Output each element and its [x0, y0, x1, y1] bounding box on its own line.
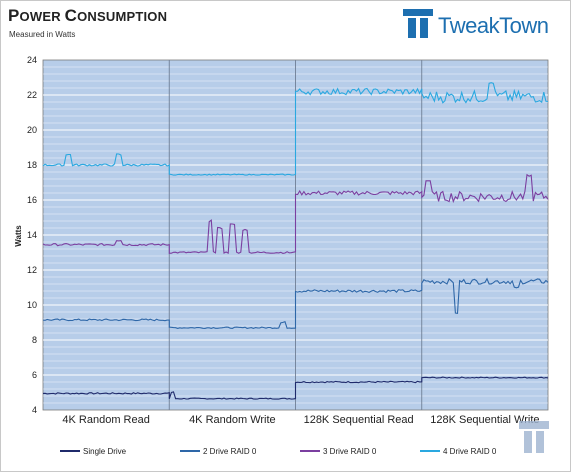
brand-name: TweakTown — [438, 13, 549, 38]
chart-title: POWER CONSUMPTION — [8, 6, 168, 25]
y-tick-label: 14 — [27, 230, 37, 240]
chart-subtitle: Measured in Watts — [9, 30, 76, 39]
x-category-label: 128K Sequential Write — [430, 414, 539, 426]
legend-label: Single Drive — [83, 447, 127, 456]
series-line — [42, 376, 549, 400]
series-line — [42, 173, 549, 254]
y-tick-label: 24 — [27, 55, 37, 65]
tweaktown-logo-icon — [403, 9, 433, 38]
series-line — [42, 277, 549, 329]
x-category-label: 4K Random Read — [62, 414, 149, 426]
y-axis-label: Watts — [14, 225, 23, 247]
x-category-label: 128K Sequential Read — [304, 414, 414, 426]
y-tick-label: 20 — [27, 125, 37, 135]
y-tick-label: 12 — [27, 265, 37, 275]
legend-label: 2 Drive RAID 0 — [203, 447, 257, 456]
y-tick-label: 8 — [32, 335, 37, 345]
x-category-label: 4K Random Write — [189, 414, 276, 426]
series-line — [42, 82, 549, 176]
watermark-logo-icon — [519, 421, 549, 453]
y-tick-label: 6 — [32, 370, 37, 380]
y-tick-label: 4 — [32, 405, 37, 415]
y-tick-label: 18 — [27, 160, 37, 170]
y-tick-label: 16 — [27, 195, 37, 205]
legend-label: 3 Drive RAID 0 — [323, 447, 377, 456]
legend-label: 4 Drive RAID 0 — [443, 447, 497, 456]
y-tick-label: 22 — [27, 90, 37, 100]
y-tick-label: 10 — [27, 300, 37, 310]
